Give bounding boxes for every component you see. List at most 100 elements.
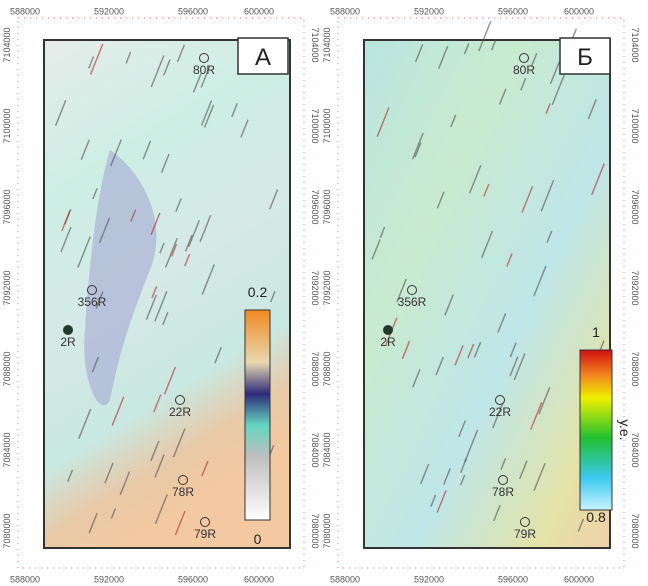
fault	[530, 52, 538, 67]
well-label: 22R	[169, 405, 191, 419]
panel-label-box	[559, 37, 611, 75]
fault	[478, 20, 492, 52]
fault	[110, 139, 122, 167]
fault	[454, 345, 464, 366]
x-tick-label: 592000	[94, 574, 124, 584]
map-panel: 588000 588000 592000 592000 596000 596000 6000…	[2, 6, 320, 584]
well-marker	[200, 517, 210, 527]
anomaly-zone	[84, 150, 157, 406]
y-tick-label: 7092000	[2, 270, 12, 305]
fault	[444, 294, 454, 316]
fault	[513, 353, 526, 381]
fault	[119, 471, 131, 496]
fault	[509, 342, 517, 358]
fault	[163, 366, 177, 395]
fault	[175, 198, 182, 213]
well-marker	[383, 325, 393, 335]
well-label: 22R	[489, 405, 511, 419]
fault	[67, 469, 74, 483]
fault	[159, 242, 165, 254]
fault	[154, 494, 168, 525]
panel-label-box	[237, 37, 289, 75]
colorbar-max: 0.2	[248, 284, 268, 300]
fault	[61, 210, 71, 232]
fault	[154, 454, 165, 478]
y-tick-label: 7088000	[310, 351, 320, 386]
fault	[419, 463, 430, 485]
fault	[145, 294, 158, 320]
y-tick-label: 7100000	[322, 108, 332, 143]
panel-label: Б	[577, 44, 593, 71]
x-tick-label: 588000	[330, 574, 360, 584]
well-label: 78R	[172, 485, 194, 499]
y-tick-label: 7104000	[630, 27, 640, 62]
x-tick-label: 596000	[178, 574, 208, 584]
x-tick-label: 588000	[10, 6, 40, 16]
y-tick-label: 7088000	[322, 351, 332, 386]
y-tick-label: 7084000	[310, 432, 320, 467]
well-label: 356R	[398, 295, 427, 309]
x-tick-label: 592000	[94, 6, 124, 16]
y-tick-label: 7104000	[322, 27, 332, 62]
fault	[533, 265, 547, 297]
y-tick-label: 7080000	[630, 513, 640, 548]
fault	[396, 278, 407, 303]
fault	[184, 234, 193, 252]
colorbar-unit: у.е.	[617, 419, 633, 440]
fault	[88, 512, 98, 534]
well-marker	[498, 475, 508, 485]
fault	[104, 462, 114, 484]
fault	[200, 100, 213, 126]
fault	[436, 191, 445, 209]
fault	[110, 508, 117, 519]
fault	[492, 403, 504, 429]
well-label: 356R	[78, 295, 107, 309]
fault	[201, 264, 215, 295]
fault	[519, 460, 528, 480]
fault	[467, 343, 475, 359]
well-marker	[520, 517, 530, 527]
fault	[481, 230, 494, 259]
fault	[98, 217, 111, 244]
fault	[164, 237, 178, 268]
fault	[77, 236, 91, 268]
y-tick-label: 7088000	[630, 351, 640, 386]
y-tick-label: 7104000	[310, 27, 320, 62]
y-tick-label: 7100000	[630, 108, 640, 143]
fault	[269, 291, 276, 303]
well-label: 78R	[492, 485, 514, 499]
colorbar-min: 0	[254, 531, 262, 547]
fault	[240, 119, 249, 138]
well-label: 80R	[513, 63, 535, 77]
fault	[150, 440, 160, 462]
fault	[176, 44, 186, 63]
y-tick-label: 7096000	[322, 189, 332, 224]
fault	[401, 340, 411, 359]
fault	[435, 356, 444, 376]
fault	[468, 164, 482, 194]
fault	[153, 394, 162, 413]
y-tick-label: 7104000	[2, 27, 12, 62]
fault	[545, 103, 551, 114]
fault	[150, 212, 161, 236]
fault	[187, 219, 201, 248]
x-tick-label: 596000	[178, 6, 208, 16]
fault	[162, 59, 171, 76]
y-tick-label: 7096000	[310, 189, 320, 224]
fault	[464, 429, 479, 463]
fault	[591, 163, 605, 196]
fault	[379, 226, 386, 239]
fault	[546, 230, 553, 243]
fault	[174, 510, 186, 536]
fault	[78, 408, 92, 439]
fault	[493, 504, 501, 522]
fault	[111, 396, 125, 426]
fault	[509, 356, 519, 377]
fault	[142, 140, 152, 160]
fault	[551, 73, 566, 106]
fault	[538, 386, 551, 415]
well-marker	[519, 53, 529, 63]
x-tick-label: 596000	[498, 574, 528, 584]
y-tick-label: 7084000	[2, 432, 12, 467]
fault	[458, 420, 467, 438]
